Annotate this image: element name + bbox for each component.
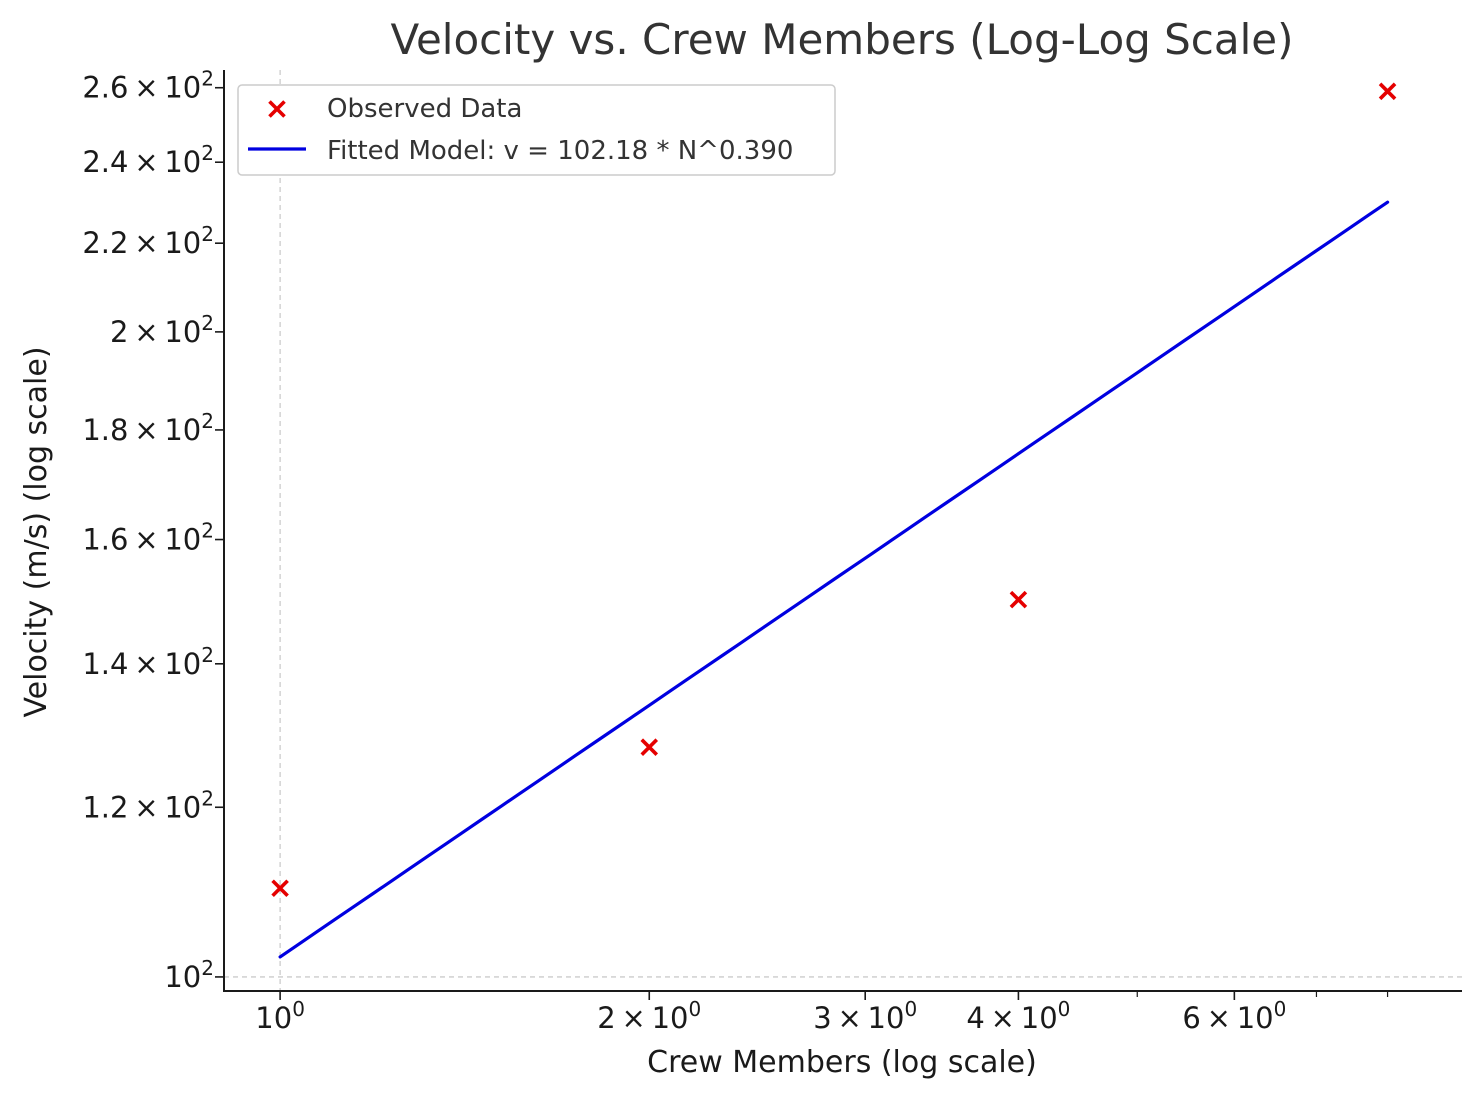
y-tick-label-2: 1.4 × 102 (82, 643, 214, 681)
legend-label-observed: Observed Data (327, 94, 522, 124)
fitted-model-line (278, 200, 1390, 959)
y-tick-label-6: 2.2 × 102 (82, 222, 214, 260)
observed-point-3 (1378, 82, 1397, 101)
legend-x-marker (268, 100, 286, 118)
x-axis-ticks: 100 2 × 100 3 × 100 4 × 100 6 × 100 (255, 991, 1389, 1035)
legend-marker-observed (268, 100, 286, 118)
axes (223, 70, 1462, 992)
observed-point-1 (640, 738, 659, 756)
grid (224, 70, 1462, 991)
y-tick-label-0: 102 (164, 956, 214, 994)
x-tick-label-0: 100 (255, 997, 305, 1035)
x-tick-label-2: 3 × 100 (813, 997, 917, 1035)
legend-box (237, 84, 836, 176)
observed-point-0 (271, 879, 289, 898)
x-tick-label-4: 6 × 100 (1182, 997, 1286, 1035)
x-axis-title: Crew Members (log scale) (647, 1045, 1037, 1080)
y-tick-label-4: 1.8 × 102 (82, 409, 214, 447)
legend-label-fitted: Fitted Model: v = 102.18 * N^0.390 (327, 136, 793, 166)
legend: Observed Data Fitted Model: v = 102.18 *… (237, 84, 836, 176)
y-tick-label-7: 2.4 × 102 (82, 141, 214, 179)
observed-point-2 (1009, 590, 1028, 609)
y-tick-label-3: 1.6 × 102 (82, 519, 214, 557)
plot-area (271, 82, 1397, 959)
x-tick-label-3: 4 × 100 (966, 997, 1070, 1035)
y-axis-ticks: 102 1.2 × 102 1.4 × 102 1.6 × 102 1.8 × 102 2… (82, 67, 224, 994)
y-axis-title: Velocity (m/s) (log scale) (19, 346, 54, 717)
x-tick-label-1: 2 × 100 (597, 997, 701, 1035)
y-tick-label-8: 2.6 × 102 (82, 67, 214, 105)
chart-title: Velocity vs. Crew Members (Log-Log Scale… (390, 15, 1293, 64)
y-tick-label-1: 1.2 × 102 (82, 786, 214, 824)
y-tick-label-5: 2 × 102 (110, 311, 214, 349)
